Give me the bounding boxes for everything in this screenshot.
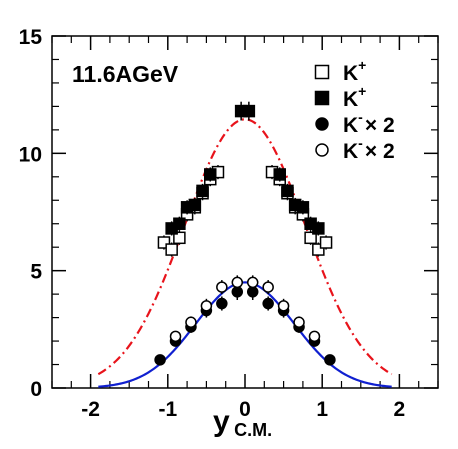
energy-annotation: 11.6AGeV (72, 61, 179, 87)
y-tick-labels: 0 5 10 15 (19, 26, 43, 401)
data-point-open-circle (308, 330, 321, 343)
legend-label-superscript: + (358, 83, 366, 99)
legend-label-main: K (343, 114, 358, 137)
data-point-open-square (319, 235, 333, 250)
legend-label-superscript: - (358, 135, 363, 151)
data-point-open-circle (231, 275, 244, 290)
legend-label: K-× 2 (343, 109, 395, 137)
data-point-filled-square (204, 167, 217, 182)
data-point-open-square (173, 230, 186, 245)
legend-label-main: K (343, 62, 358, 85)
data-point-open-circle (216, 280, 228, 295)
legend-label: K+ (343, 83, 366, 111)
data-point-open-square (165, 242, 178, 257)
axis-ticks (51, 35, 439, 389)
data-points (154, 101, 336, 366)
data-point-filled-square (188, 197, 202, 212)
legend-item: K-× 2 (315, 135, 395, 163)
data-point-open-square (157, 235, 171, 250)
y-tick-label: 5 (30, 261, 42, 284)
data-point-filled-square (312, 221, 325, 236)
legend: K+K+K-× 2K-× 2 (314, 57, 395, 163)
legend-marker (314, 64, 330, 80)
x-axis-label-main: y (213, 405, 230, 438)
data-point-open-circle (246, 275, 259, 290)
data-point-filled-square (296, 200, 310, 215)
legend-label-main: K (343, 88, 358, 111)
data-point-open-square (304, 230, 317, 245)
legend-item: K+ (314, 57, 366, 85)
data-point-open-square (312, 242, 325, 257)
data-point-filled-square (173, 216, 186, 231)
data-point-filled-square (242, 101, 256, 121)
x-tick-label: 2 (394, 398, 406, 421)
x-axis-label-subscript: C.M. (234, 420, 272, 440)
data-point-open-circle (169, 330, 182, 343)
legend-label-main: K (343, 140, 358, 163)
data-point-open-circle (262, 280, 274, 295)
fit-curve-2 (98, 281, 392, 388)
legend-marker (314, 90, 330, 106)
fit-curves (97, 118, 393, 388)
legend-marker (315, 117, 329, 131)
plot-frame (51, 35, 439, 389)
y-tick-label: 0 (30, 378, 42, 401)
legend-label-superscript: - (358, 109, 363, 125)
legend-label: K+ (343, 57, 366, 85)
data-point-open-circle (200, 298, 213, 313)
data-point-filled-circle (216, 296, 228, 311)
data-point-filled-circle (262, 296, 274, 311)
legend-label-superscript: + (358, 57, 366, 73)
data-point-filled-square (196, 183, 209, 198)
y-tick-label: 10 (19, 143, 42, 166)
data-point-filled-square (281, 183, 294, 198)
data-point-open-circle (185, 316, 197, 329)
data-point-open-circle (293, 316, 305, 329)
legend-label-suffix: × 2 (365, 114, 395, 137)
x-tick-label: 0 (239, 398, 251, 421)
x-tick-label: 1 (316, 398, 328, 421)
legend-marker (315, 143, 329, 157)
x-tick-labels: -2 -1 0 1 2 (81, 398, 405, 421)
legend-item: K+ (314, 83, 366, 111)
x-axis-label: y C.M. (213, 405, 272, 440)
data-point-filled-circle (154, 354, 166, 366)
legend-label: K-× 2 (343, 135, 395, 163)
data-point-filled-square (273, 167, 286, 182)
legend-item: K-× 2 (315, 109, 395, 137)
data-point-filled-circle (324, 354, 336, 366)
fit-curve-1 (97, 118, 393, 376)
legend-label-suffix: × 2 (365, 140, 395, 163)
x-tick-label: -1 (158, 398, 177, 421)
y-tick-label: 15 (19, 26, 43, 49)
x-tick-label: -2 (81, 398, 100, 421)
data-point-open-circle (277, 298, 290, 313)
